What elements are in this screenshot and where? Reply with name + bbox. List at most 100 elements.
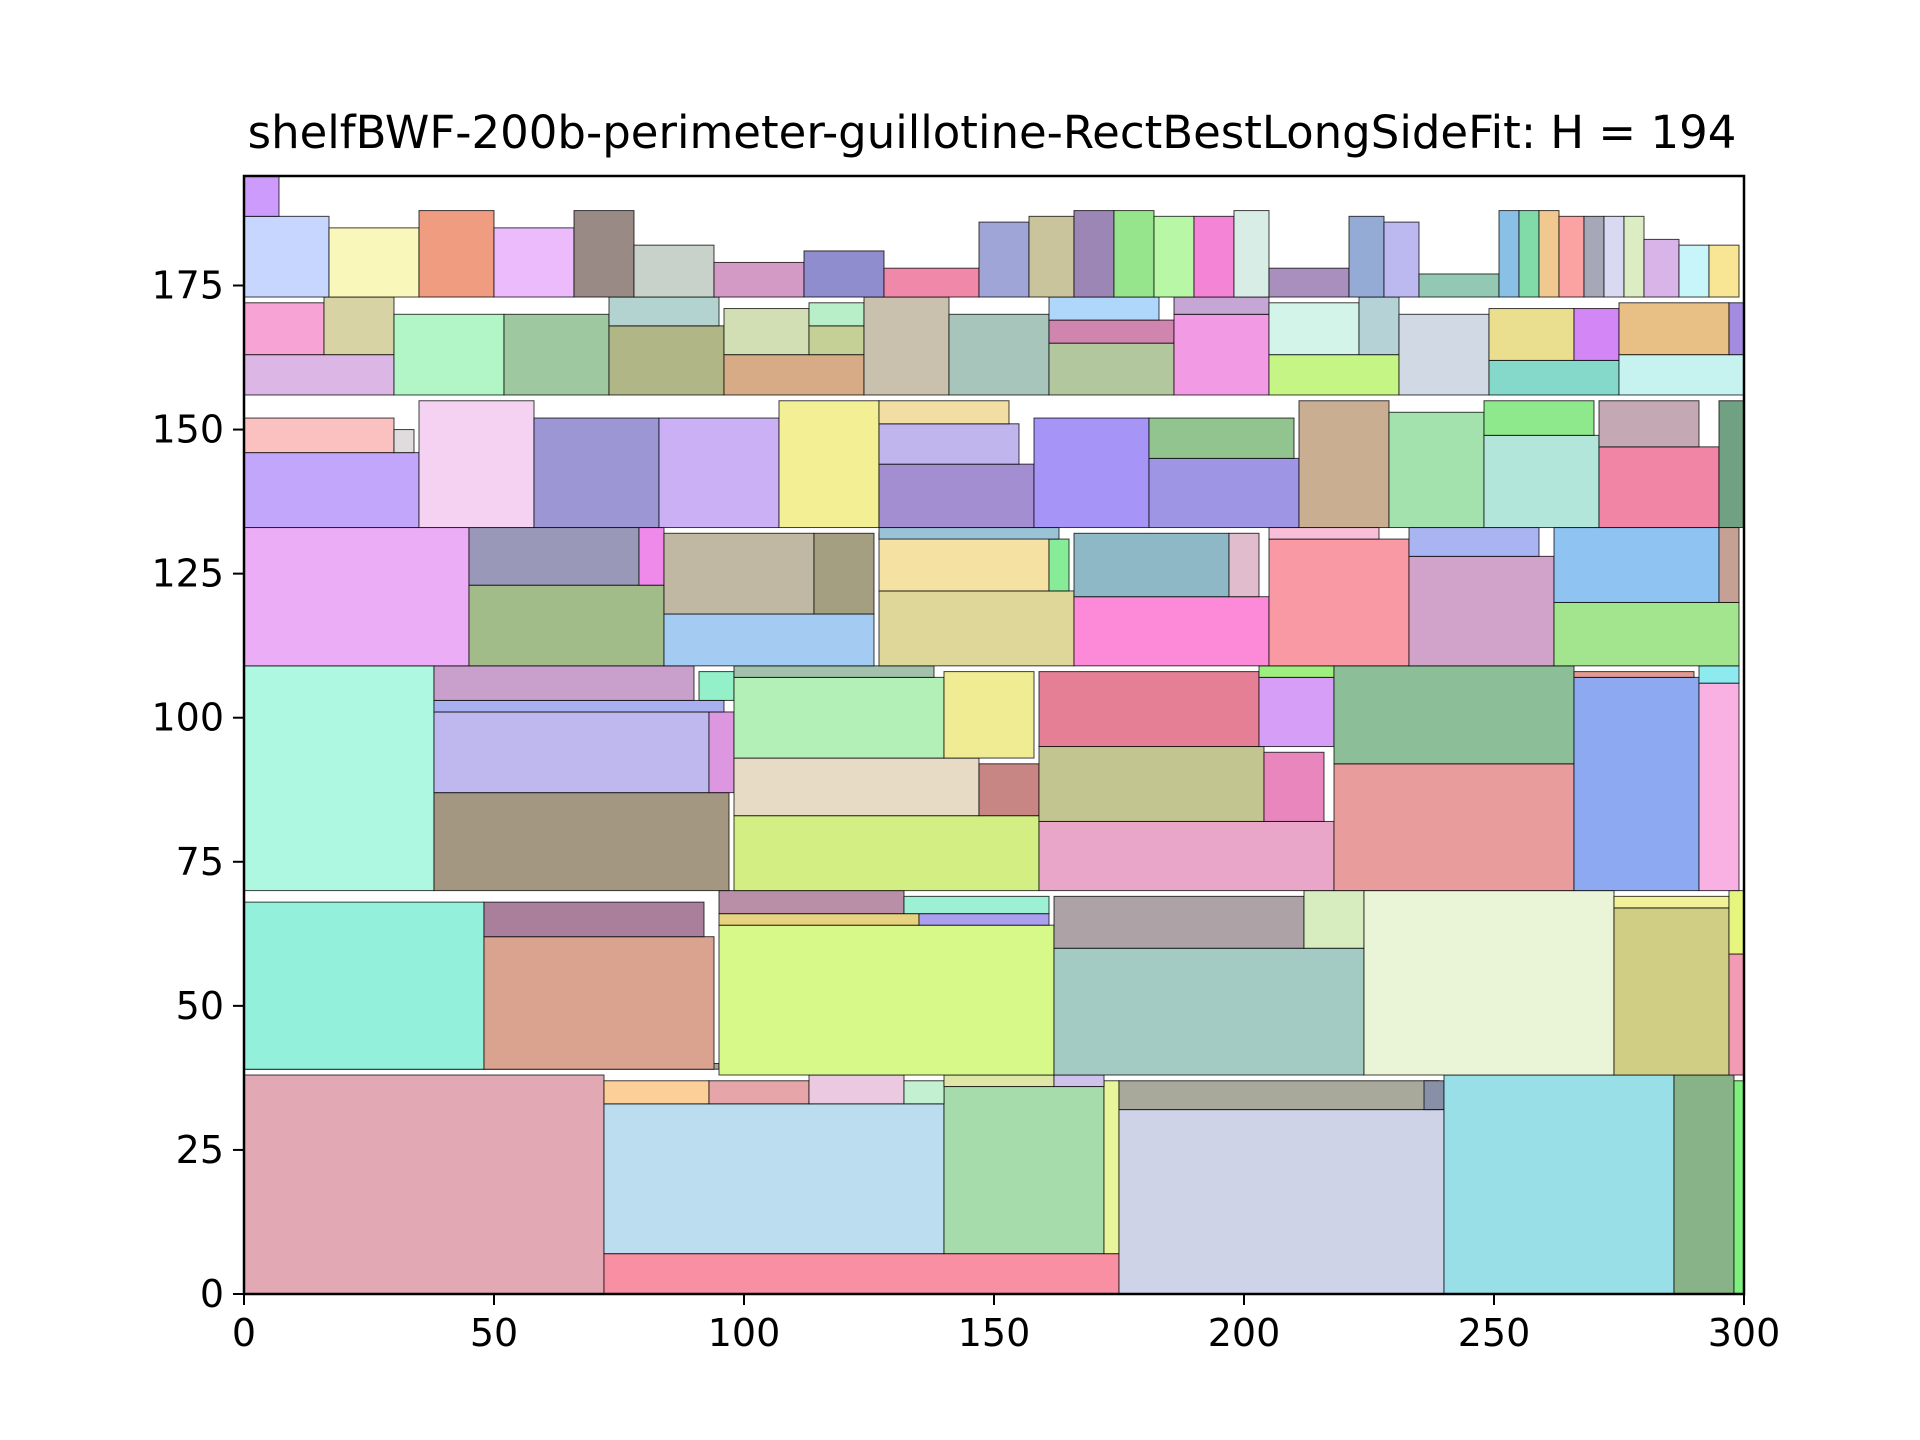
packed-rect xyxy=(878,400,1010,425)
packed-rect xyxy=(808,1074,905,1105)
packed-rect xyxy=(1708,244,1740,298)
packed-rect xyxy=(1268,538,1410,667)
x-tick-label: 150 xyxy=(958,1311,1031,1355)
packed-rect xyxy=(243,302,325,356)
packed-rect xyxy=(573,210,635,298)
packed-rect xyxy=(803,250,885,298)
packed-rect xyxy=(1718,527,1740,603)
packed-rect xyxy=(1423,1080,1445,1111)
packed-rect xyxy=(1038,671,1260,748)
packed-rect xyxy=(1573,671,1695,678)
packed-rect xyxy=(878,590,1075,667)
y-tick-label: 25 xyxy=(176,1128,224,1172)
packed-rect xyxy=(1728,953,1745,1076)
packed-rect xyxy=(1728,302,1745,356)
packed-rect xyxy=(778,400,880,529)
packed-rect xyxy=(1348,215,1385,298)
packed-rect xyxy=(1233,210,1270,298)
packed-rect xyxy=(1538,210,1560,298)
packed-rect xyxy=(483,901,705,938)
packed-rect xyxy=(1028,215,1075,298)
packed-rect xyxy=(1193,215,1235,298)
packed-rect xyxy=(1598,446,1720,529)
packed-rect xyxy=(533,417,660,529)
packed-rect xyxy=(1573,676,1700,892)
packed-rect xyxy=(943,1074,1055,1088)
x-tick-label: 100 xyxy=(708,1311,781,1355)
packed-rect xyxy=(1228,532,1260,598)
packed-rect xyxy=(808,302,865,327)
packed-rect xyxy=(393,313,505,396)
packed-rect xyxy=(243,527,470,667)
packed-rect xyxy=(723,354,865,396)
packed-rect xyxy=(1388,411,1485,529)
packed-rect xyxy=(1118,1109,1445,1295)
packed-rect xyxy=(733,665,935,678)
packed-rect xyxy=(1258,665,1335,678)
packed-rect xyxy=(1518,210,1540,298)
packed-rect xyxy=(658,417,780,529)
packed-rect xyxy=(1673,1074,1735,1295)
packed-rect xyxy=(1583,215,1605,298)
x-axis: 0 50 100 150 200 250 300 xyxy=(232,1294,1780,1355)
x-tick-label: 200 xyxy=(1208,1311,1281,1355)
packed-rect xyxy=(603,1253,1120,1295)
packed-rect xyxy=(883,267,980,298)
packed-rect xyxy=(978,221,1030,298)
packed-rect xyxy=(1333,763,1575,892)
packed-rect xyxy=(603,1080,710,1105)
y-tick-label: 100 xyxy=(151,696,224,740)
packed-rect xyxy=(1263,751,1325,822)
packed-rect xyxy=(608,325,725,396)
packed-rect xyxy=(918,913,1050,926)
packed-rect xyxy=(1053,947,1365,1076)
packed-rect xyxy=(418,400,535,529)
packed-rect xyxy=(1268,267,1350,298)
packed-rect xyxy=(663,532,815,615)
packed-rect xyxy=(393,429,415,454)
packed-rect xyxy=(1623,215,1645,298)
packed-rect xyxy=(878,423,1020,465)
packed-rect xyxy=(1033,417,1150,529)
packed-rect xyxy=(1733,1080,1745,1295)
chart-title: shelfBWF-200b-perimeter-guillotine-RectB… xyxy=(248,106,1737,159)
packed-rect xyxy=(433,792,730,892)
packed-rect xyxy=(603,1103,945,1255)
y-tick-label: 150 xyxy=(151,408,224,452)
y-tick-label: 75 xyxy=(176,840,224,884)
packed-rect xyxy=(1298,400,1390,529)
y-axis: 0 25 50 75 100 125 150 175 xyxy=(151,263,244,1316)
packed-rect xyxy=(1148,457,1300,529)
packed-rect xyxy=(1698,682,1740,892)
packed-rect xyxy=(733,815,1040,892)
packed-rect xyxy=(243,1074,605,1295)
packed-rect xyxy=(1053,895,1305,949)
packed-rect xyxy=(708,1080,810,1105)
packed-rect xyxy=(1053,1074,1105,1088)
packed-rect xyxy=(948,313,1050,396)
packed-rect xyxy=(1048,319,1175,344)
packed-rect xyxy=(1358,296,1400,356)
packed-rect xyxy=(1363,890,1615,1076)
packed-rect xyxy=(1613,907,1730,1076)
packed-rect xyxy=(638,527,665,586)
packed-rect xyxy=(878,527,1060,540)
packed-rect xyxy=(1418,273,1500,298)
packed-rect xyxy=(503,313,610,396)
x-tick-label: 250 xyxy=(1458,1311,1531,1355)
y-tick-label: 175 xyxy=(151,263,224,307)
packed-rect xyxy=(433,711,710,794)
packed-rect xyxy=(723,308,810,356)
packed-rect xyxy=(1048,342,1175,396)
packed-rect xyxy=(663,613,875,667)
packed-rect xyxy=(1113,210,1155,298)
packed-rect xyxy=(863,296,950,396)
packed-rect xyxy=(1303,890,1365,949)
packed-rect xyxy=(1718,400,1745,529)
packed-rect xyxy=(608,296,720,327)
packed-rect xyxy=(813,532,875,615)
packed-rect xyxy=(1268,302,1360,356)
packed-rect xyxy=(243,452,420,529)
packed-rect xyxy=(1408,555,1555,667)
